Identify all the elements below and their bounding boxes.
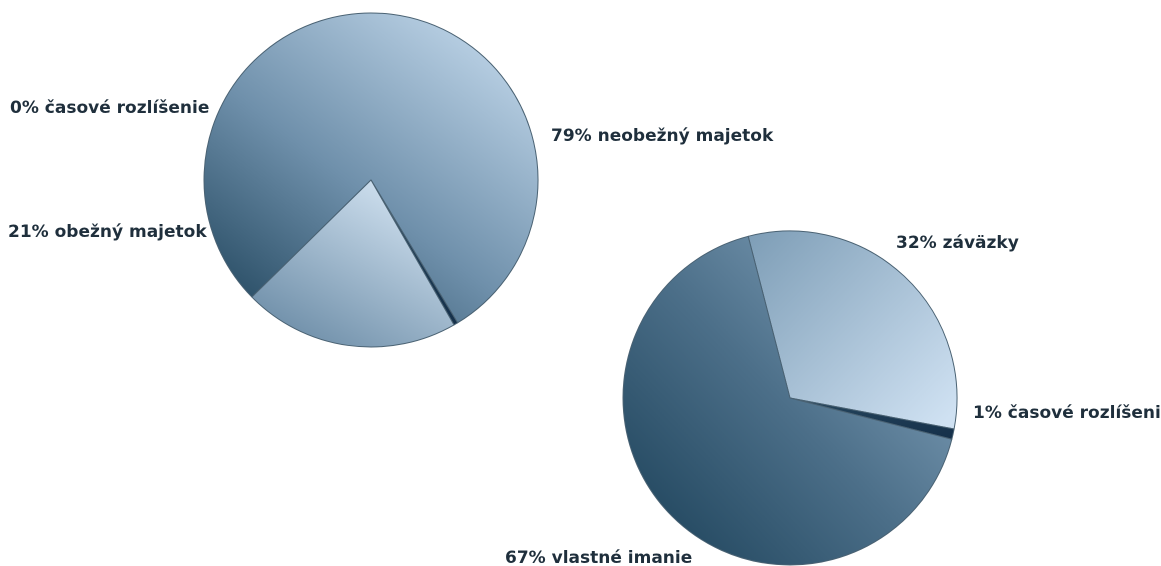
pie-slice-vlastne-imanie — [622, 235, 953, 566]
data-label-obezny-majetok: 21% obežný majetok — [8, 222, 207, 242]
data-label-zavazky: 32% záväzky — [896, 233, 1019, 253]
pie-slice-zavazky — [747, 230, 958, 430]
pie-slice-obezny-majetok — [251, 179, 455, 348]
pie-chart-assets: 0% časové rozlíšenie 79% neobežný majeto… — [8, 12, 774, 348]
pie-chart-liabilities: 32% záväzky 1% časové rozlíšenie 67% vla… — [505, 230, 1161, 566]
pie-slice-neobezny-majetok — [203, 12, 539, 324]
data-label-casove-rozlisenie-2: 1% časové rozlíšenie — [973, 403, 1161, 423]
data-label-neobezny-majetok: 79% neobežný majetok — [551, 126, 774, 146]
data-label-vlastne-imanie: 67% vlastné imanie — [505, 548, 692, 566]
data-label-casove-rozlisenie: 0% časové rozlíšenie — [10, 98, 209, 118]
